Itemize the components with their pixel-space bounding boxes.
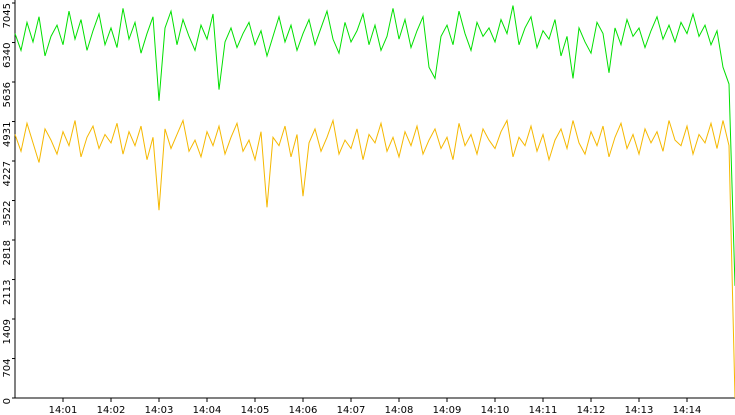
- x-tick-label: 14:02: [97, 405, 126, 415]
- y-tick-label: 4931: [2, 122, 13, 147]
- y-tick-label: 5636: [2, 82, 13, 107]
- x-tick-label: 14:09: [433, 405, 462, 415]
- x-tick-label: 14:11: [529, 405, 558, 415]
- x-tick-label: 14:03: [145, 405, 174, 415]
- y-tick-label: 2818: [2, 240, 13, 265]
- y-tick-label: 7045: [2, 3, 13, 28]
- x-tick-label: 14:08: [385, 405, 414, 415]
- series-line: [14, 5, 735, 286]
- x-tick-label: 14:12: [577, 405, 606, 415]
- y-tick-label: 704: [2, 359, 13, 378]
- series-line: [14, 118, 735, 399]
- y-tick-label: 0: [2, 398, 13, 404]
- x-tick-label: 14:04: [193, 405, 222, 415]
- y-tick-label: 2113: [2, 280, 13, 305]
- y-tick-label: 4227: [2, 161, 13, 186]
- y-tick-label: 3522: [2, 201, 13, 226]
- x-tick-label: 14:14: [673, 405, 702, 415]
- x-tick-label: 14:05: [241, 405, 270, 415]
- y-tick-label: 6340: [2, 43, 13, 68]
- x-tick-label: 14:10: [481, 405, 510, 415]
- x-tick-label: 14:06: [289, 405, 318, 415]
- x-tick-label: 14:13: [625, 405, 654, 415]
- x-tick-label: 14:07: [337, 405, 366, 415]
- y-tick-label: 1409: [2, 319, 13, 344]
- x-tick-label: 14:01: [49, 405, 78, 415]
